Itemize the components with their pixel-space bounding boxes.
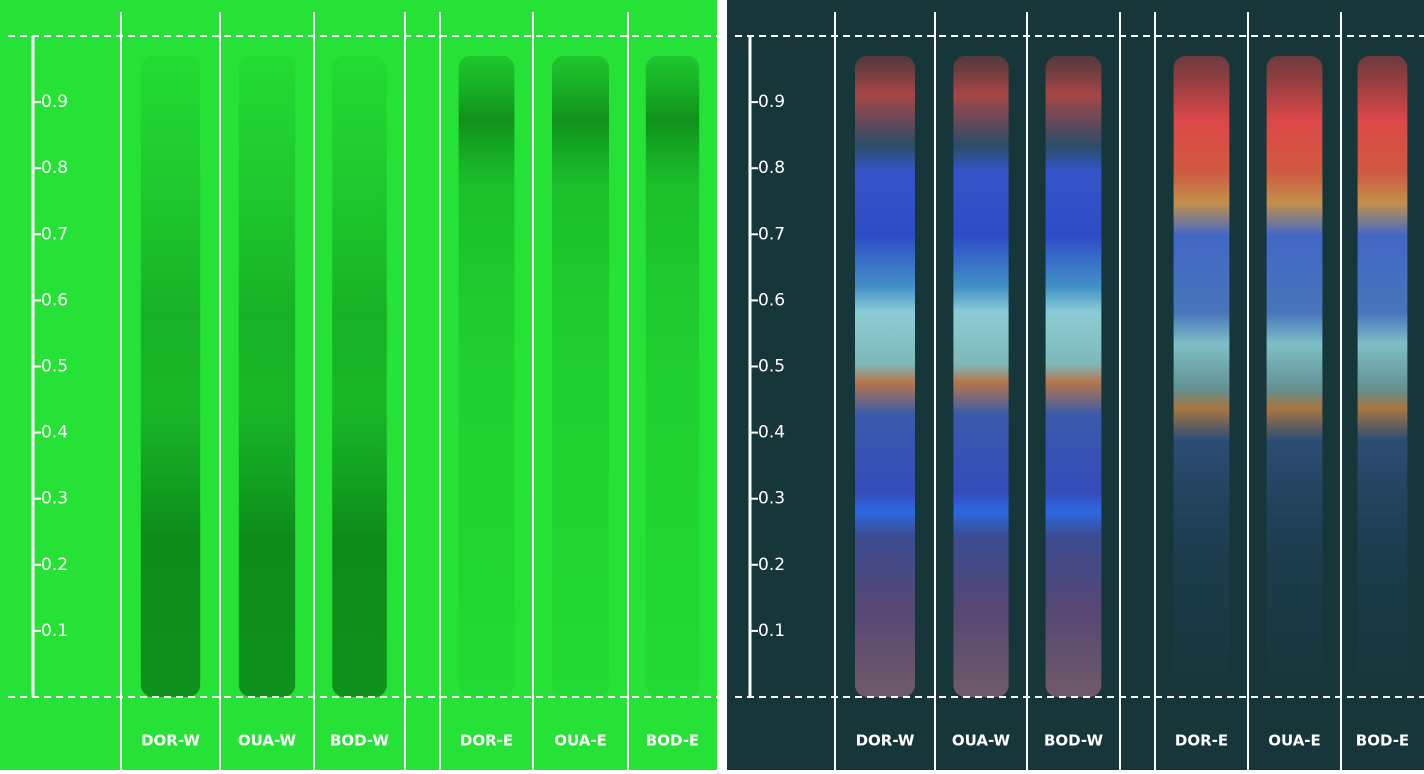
rf-tick-label: 0.4: [41, 423, 68, 443]
lane-smear: [1267, 56, 1323, 697]
lane-label: OUA-W: [238, 732, 297, 750]
lane-smear: [239, 56, 295, 697]
rf-tick-label: 0.3: [758, 489, 785, 509]
lane-label: DOR-E: [1175, 732, 1228, 750]
lane-label: OUA-E: [554, 732, 607, 750]
lane-label: DOR-W: [856, 732, 915, 750]
lane-label: OUA-W: [952, 732, 1011, 750]
lane-label: BOD-E: [646, 732, 699, 750]
tlc-figure: DOR-W OUA-W BOD-W DOR-E OUA-E BOD-E 0.9 0.8 0.7 0…: [0, 0, 1424, 770]
lane-label: BOD-W: [330, 732, 389, 750]
rf-tick-label: 0.9: [758, 92, 785, 112]
rf-tick-label: 0.8: [41, 158, 68, 178]
rf-tick-label: 0.4: [758, 423, 785, 443]
rf-tick-label: 0.6: [758, 290, 785, 310]
lane-smear: [552, 56, 609, 697]
lane-smear: [953, 56, 1008, 697]
rf-tick-label: 0.3: [41, 489, 68, 509]
rf-tick-label: 0.2: [758, 555, 785, 575]
lane-label: BOD-W: [1044, 732, 1103, 750]
lane-label: OUA-E: [1268, 732, 1321, 750]
rf-tick-label: 0.8: [758, 158, 785, 178]
rf-tick-label: 0.1: [758, 621, 785, 641]
lane-smear: [1046, 56, 1102, 697]
rf-tick-label: 0.7: [758, 224, 785, 244]
lane-label: BOD-E: [1356, 732, 1409, 750]
rf-tick-label: 0.7: [41, 224, 68, 244]
lane-smear: [646, 56, 699, 697]
lane-smear: [459, 56, 515, 697]
lane-label: DOR-W: [141, 732, 200, 750]
rf-tick-label: 0.1: [41, 621, 68, 641]
lane-smear: [1358, 56, 1408, 697]
lane-smear: [855, 56, 915, 697]
lane-label: DOR-E: [460, 732, 513, 750]
rf-tick-label: 0.5: [758, 357, 785, 377]
rf-tick-label: 0.6: [41, 290, 68, 310]
lane-smear: [332, 56, 387, 697]
rf-tick-label: 0.9: [41, 92, 68, 112]
rf-tick-label: 0.2: [41, 555, 68, 575]
rf-tick-label: 0.5: [41, 357, 68, 377]
lane-smear: [1174, 56, 1230, 697]
lane-smear: [141, 56, 200, 697]
